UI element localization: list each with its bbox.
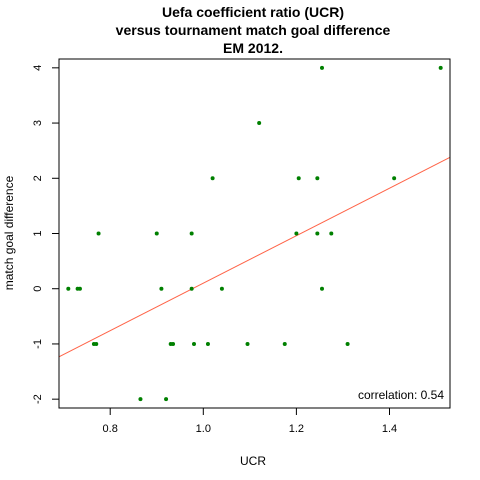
data-point: [77, 286, 82, 291]
y-tick-label: -1: [32, 339, 44, 349]
y-tick-label: 1: [32, 230, 44, 236]
data-point: [245, 341, 250, 346]
correlation-annotation: correlation: 0.54: [358, 388, 444, 402]
y-tick-label: 0: [32, 286, 44, 292]
data-point: [329, 231, 334, 236]
data-point: [191, 341, 196, 346]
data-point: [219, 286, 224, 291]
data-point: [315, 231, 320, 236]
data-point: [66, 286, 71, 291]
x-tick-label: 1.0: [196, 423, 211, 435]
data-point: [159, 286, 164, 291]
data-point: [319, 65, 324, 70]
data-point: [164, 397, 169, 402]
x-axis-title: UCR: [240, 454, 266, 468]
y-tick-label: -2: [32, 394, 44, 404]
data-point: [438, 65, 443, 70]
x-tick-label: 0.8: [103, 423, 118, 435]
data-point: [205, 341, 210, 346]
x-tick-label: 1.4: [382, 423, 397, 435]
data-point: [257, 121, 262, 126]
data-point: [138, 397, 143, 402]
plot-frame: [58, 58, 451, 409]
y-tick-label: 4: [32, 65, 44, 71]
plot-contents: [58, 65, 451, 402]
data-point: [171, 341, 176, 346]
data-point: [345, 341, 350, 346]
data-point: [296, 176, 301, 181]
x-axis: 0.8 1.0 1.2 1.4: [103, 408, 397, 435]
data-point: [154, 231, 159, 236]
y-tick-label: 2: [32, 175, 44, 181]
y-tick-label: 3: [32, 120, 44, 126]
data-point: [392, 176, 397, 181]
data-point: [189, 286, 194, 291]
data-point: [189, 231, 194, 236]
x-tick-label: 1.2: [289, 423, 304, 435]
chart-title-line-2: versus tournament match goal difference: [116, 22, 391, 38]
chart-title-line-3: EM 2012.: [223, 40, 283, 56]
chart-title-line-1: Uefa coefficient ratio (UCR): [162, 4, 344, 20]
data-point: [315, 176, 320, 181]
data-point: [210, 176, 215, 181]
y-axis: -2 -1 0 1 2 3 4: [32, 65, 59, 404]
y-axis-title: match goal difference: [2, 175, 16, 290]
data-point: [294, 231, 299, 236]
regression-line: [58, 156, 451, 358]
data-point: [319, 286, 324, 291]
data-point: [282, 341, 287, 346]
data-point: [96, 231, 101, 236]
data-point: [94, 341, 99, 346]
